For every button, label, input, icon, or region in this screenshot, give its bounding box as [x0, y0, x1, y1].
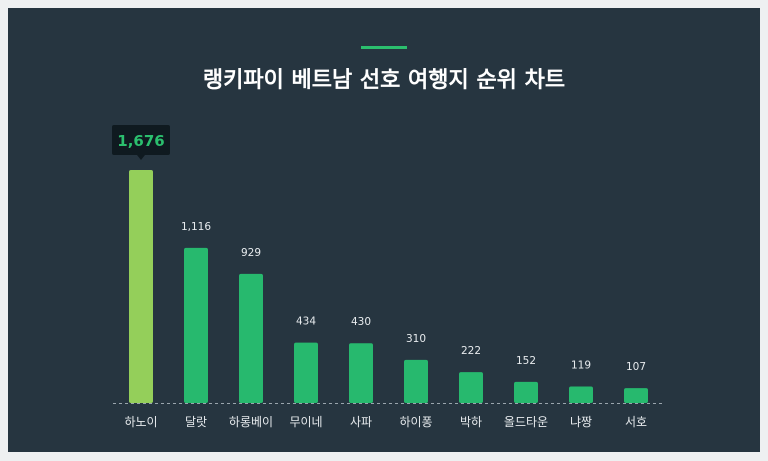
value-label-4: 430: [351, 316, 371, 328]
bar-0: [129, 170, 153, 403]
category-label-1: 달랏: [185, 415, 207, 429]
bar-9: [624, 388, 648, 403]
value-label-9: 107: [626, 361, 646, 373]
tooltip-box: [112, 125, 170, 155]
bar-8: [569, 386, 593, 403]
category-label-6: 박하: [460, 415, 482, 429]
bar-3: [294, 342, 318, 403]
bar-2: [239, 273, 263, 403]
category-label-3: 무이네: [289, 415, 322, 429]
bar-4: [349, 343, 373, 403]
category-label-2: 하롱베이: [229, 415, 273, 429]
bar-7: [514, 381, 538, 403]
category-label-5: 하이퐁: [399, 415, 432, 429]
bar-1: [184, 247, 208, 403]
tooltip-value: 1,676: [117, 132, 164, 150]
tooltip-pointer: [137, 155, 145, 160]
category-label-9: 서호: [625, 415, 647, 429]
value-label-2: 929: [241, 247, 261, 259]
value-label-7: 152: [516, 355, 536, 367]
category-label-7: 올드타운: [504, 415, 548, 429]
category-label-8: 냐짱: [570, 415, 592, 429]
title-accent-line: [361, 46, 407, 49]
chart-title: 랭키파이 베트남 선호 여행지 순위 차트: [202, 68, 566, 93]
bar-5: [404, 359, 428, 403]
value-label-3: 434: [296, 316, 316, 328]
category-label-0: 하노이: [124, 415, 157, 429]
value-label-6: 222: [461, 345, 481, 357]
bar-6: [459, 372, 483, 403]
category-label-4: 사파: [350, 415, 372, 429]
value-label-1: 1,116: [181, 221, 211, 233]
value-label-8: 119: [571, 359, 591, 371]
value-label-5: 310: [406, 333, 426, 345]
